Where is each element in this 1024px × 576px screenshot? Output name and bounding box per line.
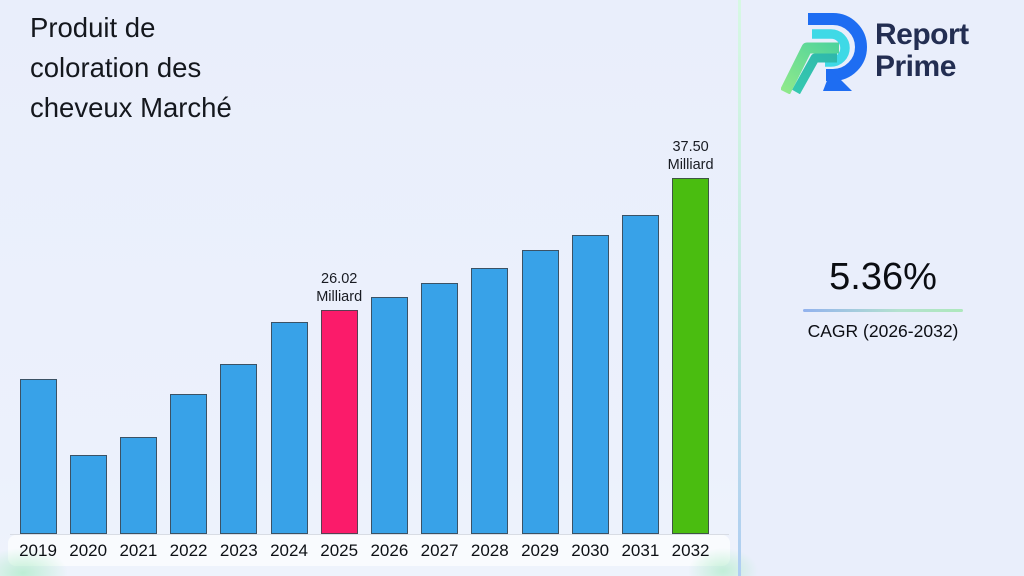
cagr-label: CAGR (2026-2032) xyxy=(807,321,959,341)
info-panel: Report Prime 5.36% CAGR (2026-2032) xyxy=(741,0,1024,576)
x-tick-2024: 2024 xyxy=(270,541,308,560)
x-tick-2019: 2019 xyxy=(19,541,57,560)
bar-2030 xyxy=(571,235,609,534)
bar-2022 xyxy=(170,394,208,534)
chart-section: Produit de coloration des cheveux Marché… xyxy=(0,0,758,576)
x-tick-2022: 2022 xyxy=(169,541,208,560)
bar-2031 xyxy=(621,215,659,534)
x-tick-2032: 2032 xyxy=(671,541,710,560)
cagr-value: 5.36% xyxy=(829,256,937,298)
bar-chart: 2019 2020 2021 2022 2023 2024 2025 26.02 Millia… xyxy=(0,139,758,576)
brand-name-line1: Report xyxy=(875,18,969,51)
bar-2024 xyxy=(270,322,308,534)
x-axis-label-strip xyxy=(8,535,730,566)
bar-2023 xyxy=(220,364,258,534)
bar-2029 xyxy=(521,250,559,534)
x-tick-2025: 2025 xyxy=(320,541,359,560)
x-tick-2029: 2029 xyxy=(521,541,559,560)
bar-2021 xyxy=(119,437,157,534)
x-tick-2026: 2026 xyxy=(370,541,409,560)
x-tick-2021: 2021 xyxy=(119,541,158,560)
page-title-line: coloration des xyxy=(30,52,202,83)
bar-2019 xyxy=(19,379,57,534)
page-title-line: cheveux Marché xyxy=(30,92,232,123)
cagr-block: 5.36% CAGR (2026-2032) xyxy=(803,256,963,342)
brand-name-line2: Prime xyxy=(875,50,956,83)
page-title: Produit de coloration des cheveux Marché xyxy=(30,8,232,128)
x-tick-2020: 2020 xyxy=(69,541,108,560)
x-tick-2030: 2030 xyxy=(571,541,610,560)
report-prime-logo-icon xyxy=(781,13,867,94)
x-tick-2028: 2028 xyxy=(470,541,509,560)
x-tick-2031: 2031 xyxy=(621,541,660,560)
section-divider xyxy=(738,0,741,576)
bar-2028 xyxy=(471,268,509,534)
bar-value-label-2032: 37.50 Milliard xyxy=(667,139,714,173)
bar-value-label-2025: 26.02 Milliard xyxy=(316,271,363,305)
cagr-underline xyxy=(803,309,963,312)
bar-2026 xyxy=(370,297,408,534)
bar-2020 xyxy=(69,455,107,534)
x-tick-2027: 2027 xyxy=(420,541,459,560)
brand-logo: Report Prime xyxy=(781,8,969,94)
brand-name: Report Prime xyxy=(875,19,969,83)
bar-2032 xyxy=(672,178,710,534)
bar-2025 xyxy=(320,310,358,534)
x-tick-2023: 2023 xyxy=(219,541,258,560)
page-title-line: Produit de xyxy=(30,12,156,43)
bar-2027 xyxy=(421,283,459,534)
x-axis-line xyxy=(10,534,729,535)
